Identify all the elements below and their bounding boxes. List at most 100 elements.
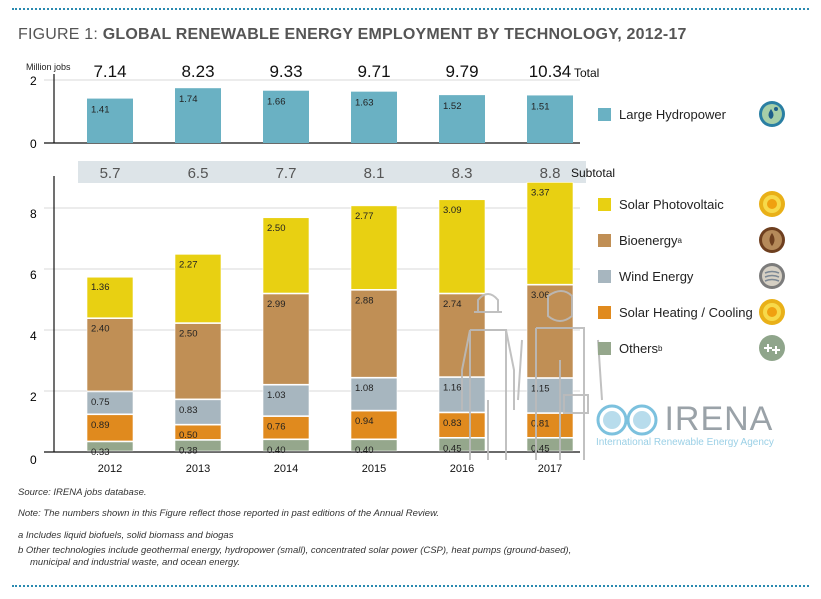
y-tick-label: 2 <box>30 74 37 88</box>
figure-title-text: GLOBAL RENEWABLE ENERGY EMPLOYMENT BY TE… <box>102 26 687 43</box>
legend-label: Wind Energy <box>619 269 694 284</box>
bar-segment-solar-pv <box>174 254 222 323</box>
bar-large-hydropower <box>175 88 221 143</box>
bar-segment-bioenergy <box>86 318 134 392</box>
segment-value-label: 0.38 <box>179 445 198 456</box>
bar-value-label: 1.51 <box>531 101 550 112</box>
segment-value-label: 3.37 <box>531 187 550 198</box>
segment-value-label: 0.83 <box>443 418 462 429</box>
subtotal-value: 8.3 <box>452 165 473 182</box>
bar-large-hydropower <box>263 90 309 143</box>
subtotal-band <box>78 161 586 183</box>
bar-segment-solar-heating <box>174 424 222 440</box>
bar-large-hydropower <box>351 91 397 143</box>
subtotal-value: 8.8 <box>540 165 561 182</box>
y-tick-label: 6 <box>30 268 37 282</box>
legend-swatch <box>598 234 611 247</box>
employment-chart: Million jobs 0 2 1.41 1.74 1.66 1.63 1.52 1.51… <box>26 62 615 475</box>
total-value: 9.33 <box>269 62 302 81</box>
bar-segment-solar-heating <box>86 414 134 442</box>
y-tick-label: 0 <box>30 137 37 151</box>
segment-value-label: 1.16 <box>443 383 462 394</box>
stacked-technologies-chart: 0 2 4 6 8 0.33 0.89 0.75 2.40 1.36 0.38 0.50 0.83 2.… <box>30 161 615 475</box>
legend-footnote-marker: b <box>658 344 663 353</box>
x-tick-label: 2016 <box>450 463 474 475</box>
legend-item-solar-heating: Solar Heating / Cooling <box>598 305 753 320</box>
bar-segment-others <box>350 439 398 452</box>
segment-value-label: 2.50 <box>179 329 198 340</box>
total-value: 7.14 <box>93 62 126 81</box>
y-tick-label: 0 <box>30 453 37 467</box>
workers-illustration-icon <box>461 290 603 460</box>
top-dotted-divider <box>12 8 809 10</box>
segment-value-label: 3.06 <box>531 290 550 301</box>
irena-wordmark: IRENA <box>664 400 774 438</box>
segment-value-label: 2.88 <box>355 295 374 306</box>
wind-icon <box>759 263 785 289</box>
segment-value-label: 2.27 <box>179 259 198 270</box>
legend-label: Solar Photovoltaic <box>619 197 724 212</box>
segment-value-label: 0.83 <box>179 405 198 416</box>
legend-swatch <box>598 306 611 319</box>
bar-segment-solar-heating <box>262 416 310 440</box>
bar-segment-wind <box>350 377 398 411</box>
segment-value-label: 0.40 <box>267 445 286 456</box>
bar-segment-others <box>526 437 574 452</box>
segment-value-label: 3.09 <box>443 205 462 216</box>
segment-value-label: 2.77 <box>355 211 374 222</box>
bar-segment-solar-pv <box>526 182 574 285</box>
segment-value-label: 0.75 <box>91 397 110 408</box>
sun-icon <box>759 299 785 325</box>
y-axis-unit-label: Million jobs <box>26 62 71 72</box>
subtotal-value: 8.1 <box>364 165 385 182</box>
x-tick-label: 2015 <box>362 463 386 475</box>
bottom-dotted-divider <box>12 585 809 587</box>
figure-label: FIGURE 1: <box>18 26 99 43</box>
bar-segment-wind <box>86 391 134 415</box>
globe-infinity-icon <box>596 404 658 435</box>
bar-segment-bioenergy <box>350 290 398 378</box>
x-tick-label: 2017 <box>538 463 562 475</box>
legend-swatch <box>598 108 611 121</box>
legend-footnote-marker: a <box>677 236 682 245</box>
bar-segment-solar-pv <box>262 217 310 294</box>
bar-segment-others <box>438 437 486 452</box>
total-label: Total <box>574 66 599 80</box>
general-note: Note: The numbers shown in this Figure r… <box>18 508 440 519</box>
segment-value-label: 0.50 <box>179 430 198 441</box>
bar-segment-solar-pv <box>86 276 134 319</box>
bar-value-label: 1.41 <box>91 105 110 116</box>
footnote-b-line1: b Other technologies include geothermal … <box>18 545 572 556</box>
y-tick-label: 4 <box>30 329 37 343</box>
segment-value-label: 0.45 <box>531 443 550 454</box>
total-value: 9.79 <box>445 62 478 81</box>
bar-segment-solar-pv <box>438 199 486 294</box>
segment-value-label: 2.74 <box>443 299 462 310</box>
bar-segment-solar-pv <box>350 205 398 290</box>
segment-value-label: 2.50 <box>267 223 286 234</box>
segment-value-label: 0.40 <box>355 445 374 456</box>
segment-value-label: 0.89 <box>91 420 110 431</box>
total-value: 8.23 <box>181 62 214 81</box>
segment-value-label: 1.08 <box>355 383 374 394</box>
bar-segment-bioenergy <box>526 284 574 378</box>
irena-logo: IRENA International Renewable Energy Age… <box>596 400 774 448</box>
bar-segment-solar-heating <box>438 412 486 438</box>
bar-segment-wind <box>262 384 310 416</box>
x-tick-label: 2012 <box>98 463 122 475</box>
subtotal-value: 6.5 <box>188 165 209 182</box>
segment-value-label: 2.40 <box>91 324 110 335</box>
legend-item-wind: Wind Energy <box>598 269 693 284</box>
leaf-lotus-icon <box>759 227 785 253</box>
bar-segment-wind <box>174 399 222 425</box>
subtotal-value: 7.7 <box>276 165 297 182</box>
y-tick-label: 2 <box>30 390 37 404</box>
bar-value-label: 1.63 <box>355 98 374 109</box>
legend-item-solar-pv: Solar Photovoltaic <box>598 197 724 212</box>
legend-label: Others <box>619 341 659 356</box>
bar-large-hydropower <box>527 95 573 143</box>
segment-value-label: 0.76 <box>267 422 286 433</box>
segment-value-label: 1.36 <box>91 282 110 293</box>
x-tick-label: 2014 <box>274 463 298 475</box>
legend-item-others: Others b <box>598 341 662 356</box>
